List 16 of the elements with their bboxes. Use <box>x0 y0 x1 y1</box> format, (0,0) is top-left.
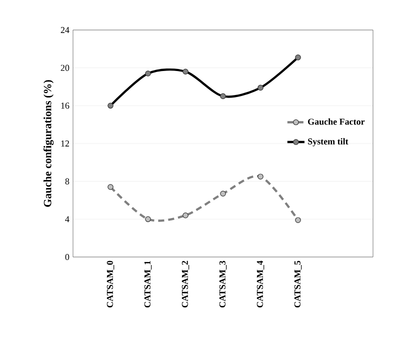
y-tick-label: 24 <box>60 27 70 33</box>
x-tick-label: CATSAM_0 <box>106 260 114 308</box>
legend-label: System tilt <box>308 138 348 146</box>
y-tick-label: 12 <box>61 140 69 146</box>
y-tick-label: 20 <box>60 64 70 71</box>
y-tick-label: 4 <box>65 216 70 222</box>
x-tick-label: CATSAM_3 <box>219 260 227 308</box>
y-tick-label: 16 <box>61 102 70 109</box>
legend-label: Gauche Factor <box>308 118 365 125</box>
x-tick-label: CATSAM_5 <box>294 260 302 308</box>
x-tick-label: CATSAM_1 <box>144 261 152 308</box>
y-tick-label: 8 <box>65 178 70 184</box>
x-tick-label: CATSAM_2 <box>182 260 190 308</box>
x-tick-label: CATSAM_4 <box>256 260 264 308</box>
y-tick-label: 0 <box>65 254 70 260</box>
y-axis-title: Gauche configurations (%) <box>43 80 54 207</box>
